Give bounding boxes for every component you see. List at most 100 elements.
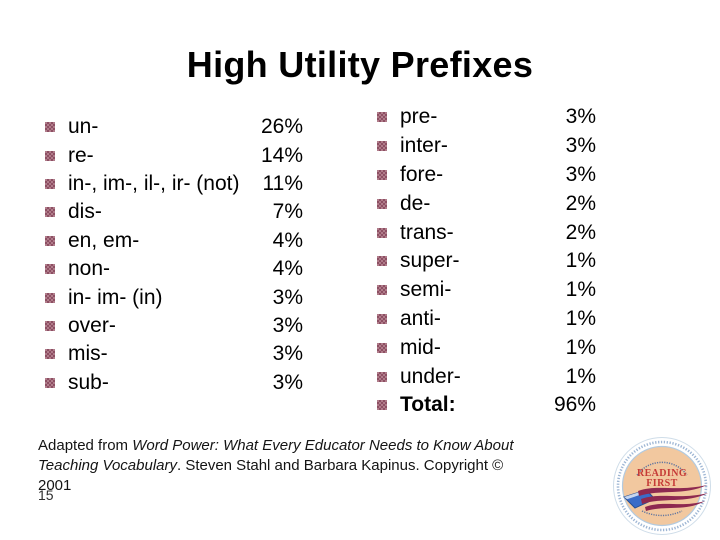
- bullet-square-icon: [377, 256, 387, 267]
- prefix-row: un- 26%: [45, 113, 303, 141]
- prefix-label: dis-: [68, 200, 102, 224]
- prefix-label: mis-: [68, 342, 108, 366]
- logo-first-text: FIRST: [646, 478, 677, 489]
- prefix-percent: 26%: [260, 115, 303, 139]
- prefix-row: semi- 1%: [377, 276, 596, 305]
- bullet-square-icon: [45, 377, 55, 388]
- prefix-row: inter- 3%: [377, 132, 596, 161]
- prefix-label: trans-: [400, 220, 454, 244]
- bullet-square-icon: [377, 141, 387, 152]
- prefix-label: re-: [68, 143, 94, 167]
- bullet-square-icon: [45, 292, 55, 303]
- prefix-row: over- 3%: [45, 312, 303, 340]
- prefix-percent: 96%: [553, 393, 596, 417]
- prefix-percent: 1%: [565, 364, 596, 388]
- logo-reading-text: READING: [637, 468, 687, 479]
- reading-first-logo: READING FIRST: [613, 437, 711, 535]
- prefix-list-right: pre- 3% inter- 3% fore- 3% de- 2% trans-…: [377, 103, 596, 420]
- prefix-label: mid-: [400, 335, 441, 359]
- prefix-label: Total:: [400, 393, 456, 417]
- prefix-percent: 3%: [272, 285, 303, 309]
- credit-book-title: Word Power: What Every Educator Needs to…: [38, 437, 514, 474]
- prefix-percent: 3%: [565, 105, 596, 129]
- prefix-percent: 1%: [565, 278, 596, 302]
- prefix-label: under-: [400, 364, 461, 388]
- prefix-percent: 11%: [262, 171, 303, 195]
- prefix-percent: 14%: [260, 143, 303, 167]
- prefix-percent: 4%: [272, 257, 303, 281]
- prefix-label: fore-: [400, 162, 444, 186]
- bullet-square-icon: [377, 371, 387, 382]
- bullet-square-icon: [45, 207, 55, 218]
- prefix-label: inter-: [400, 134, 448, 158]
- prefix-row: dis- 7%: [45, 198, 303, 226]
- prefix-label: over-: [68, 313, 116, 337]
- credit-prefix: Adapted from: [38, 437, 133, 454]
- prefix-label: in-, im-, il-, ir- (not): [68, 171, 240, 195]
- page-number: 15: [38, 487, 54, 503]
- prefix-row: pre- 3%: [377, 103, 596, 132]
- prefix-percent: 3%: [272, 313, 303, 337]
- bullet-square-icon: [377, 169, 387, 180]
- prefix-row: in-, im-, il-, ir- (not) 11%: [45, 170, 303, 198]
- prefix-percent: 7%: [272, 200, 303, 224]
- credit-text: Adapted from Word Power: What Every Educ…: [38, 436, 516, 496]
- prefix-label: semi-: [400, 278, 452, 302]
- logo-stripe-1: [638, 485, 707, 496]
- bullet-square-icon: [45, 320, 55, 331]
- bullet-square-icon: [45, 235, 55, 246]
- credit-suffix: . Steven Stahl and Barbara Kapinus. Copy…: [38, 457, 504, 494]
- bullet-square-icon: [377, 227, 387, 238]
- prefix-row: de- 2%: [377, 189, 596, 218]
- prefix-label: in- im- (in): [68, 285, 163, 309]
- prefix-percent: 3%: [565, 134, 596, 158]
- prefix-row: trans- 2%: [377, 218, 596, 247]
- bullet-square-icon: [377, 400, 387, 411]
- prefix-percent: 1%: [565, 335, 596, 359]
- bullet-square-icon: [377, 285, 387, 296]
- prefix-percent: 1%: [565, 306, 596, 330]
- logo-bottom-arc-text: [641, 510, 683, 517]
- prefix-percent: 4%: [272, 228, 303, 252]
- prefix-row: mid- 1%: [377, 333, 596, 362]
- logo-stripe-3: [645, 501, 705, 511]
- prefix-row: super- 1%: [377, 247, 596, 276]
- prefix-percent: 2%: [565, 191, 596, 215]
- prefix-label: pre-: [400, 105, 438, 129]
- bullet-square-icon: [377, 342, 387, 353]
- prefix-label: sub-: [68, 370, 109, 394]
- bullet-square-icon: [45, 150, 55, 161]
- bullet-square-icon: [45, 264, 55, 275]
- prefix-label: de-: [400, 191, 431, 215]
- logo-top-arc-text: [636, 461, 688, 476]
- prefix-row: non- 4%: [45, 255, 303, 283]
- logo-ring-text: [616, 440, 708, 532]
- prefix-label: non-: [68, 257, 111, 281]
- bullet-square-icon: [377, 198, 387, 209]
- prefix-row: fore- 3%: [377, 161, 596, 190]
- prefix-label: un-: [68, 115, 99, 139]
- prefix-row: en, em- 4%: [45, 227, 303, 255]
- bullet-square-icon: [45, 178, 55, 189]
- prefix-percent: 3%: [565, 162, 596, 186]
- prefix-label: anti-: [400, 306, 441, 330]
- bullet-square-icon: [45, 122, 55, 133]
- prefix-percent: 2%: [565, 220, 596, 244]
- bullet-square-icon: [45, 349, 55, 360]
- prefix-row: in- im- (in) 3%: [45, 283, 303, 311]
- prefix-percent: 1%: [565, 249, 596, 273]
- prefix-label: super-: [400, 249, 460, 273]
- prefix-row: Total: 96%: [377, 391, 596, 420]
- prefix-row: re- 14%: [45, 141, 303, 169]
- prefix-label: en, em-: [68, 228, 140, 252]
- prefix-row: anti- 1%: [377, 305, 596, 334]
- bullet-square-icon: [377, 313, 387, 324]
- prefix-percent: 3%: [272, 370, 303, 394]
- prefix-list-left: un- 26% re- 14% in-, im-, il-, ir- (not)…: [45, 113, 303, 397]
- prefix-row: under- 1%: [377, 362, 596, 391]
- slide-title: High Utility Prefixes: [186, 44, 534, 85]
- prefix-row: sub- 3%: [45, 369, 303, 397]
- bullet-square-icon: [377, 112, 387, 123]
- prefix-percent: 3%: [272, 342, 303, 366]
- logo-stripe-2: [641, 493, 708, 504]
